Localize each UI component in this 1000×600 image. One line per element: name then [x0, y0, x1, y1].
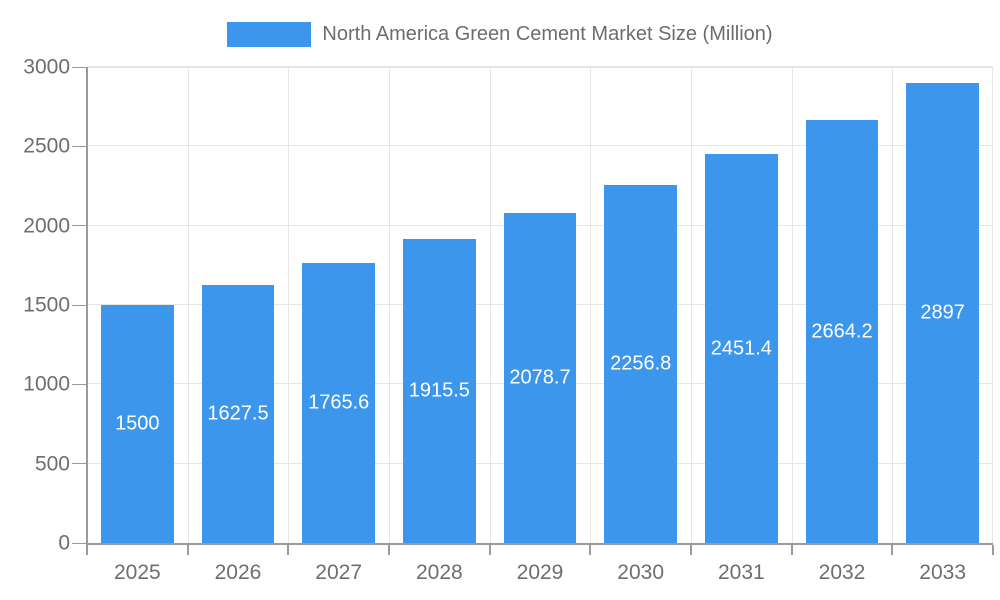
y-tick-label: 1500: [23, 293, 70, 317]
y-axis: 0 500 1000 1500 2000 2500 3000: [0, 57, 70, 554]
x-axis-tick: [689, 545, 692, 555]
legend-swatch-icon: [227, 21, 312, 47]
plot-right-border: [992, 67, 993, 543]
y-axis-tick: [72, 542, 86, 544]
x-axis-tick: [790, 545, 793, 555]
bar-value-label: 2078.7: [509, 366, 571, 389]
bar-2026[interactable]: 1627.5: [201, 284, 275, 543]
x-axis-tick: [589, 545, 592, 555]
gridline-vertical: [892, 67, 894, 543]
y-tick-label: 2000: [23, 214, 70, 238]
x-tick-label-2026: 2026: [214, 561, 262, 584]
x-tick-label-2025: 2025: [113, 561, 161, 584]
x-tick-label-2031: 2031: [717, 561, 765, 584]
bar-2028[interactable]: 1915.5: [403, 239, 476, 543]
x-axis-tick: [387, 545, 390, 555]
bar-value-label: 1915.5: [408, 379, 470, 402]
x-axis: 2025 2026 2027 2028 2029 2030 2031 2032 2033: [87, 560, 993, 588]
y-tick-label: 500: [34, 452, 70, 476]
x-tick-label-2029: 2029: [516, 561, 564, 584]
bar-value-label: 2897: [920, 301, 965, 324]
plot-area: 1500 1627.5 1765.6 1915.5 2078.7 2256.8 2451.4…: [72, 66, 994, 555]
y-axis-tick: [72, 225, 86, 227]
x-tick-label-2027: 2027: [315, 561, 363, 584]
y-axis-tick: [72, 463, 86, 465]
bar-value-label: 2664.2: [811, 320, 873, 343]
x-axis-tick: [287, 545, 290, 555]
x-axis-tick: [86, 545, 88, 555]
x-tick-label-2032: 2032: [818, 561, 866, 584]
bar-value-label: 2256.8: [610, 352, 672, 375]
y-axis-line: [86, 67, 88, 545]
bar-2029[interactable]: 2078.7: [503, 213, 577, 543]
bar-value-label: 2451.4: [710, 337, 772, 360]
legend[interactable]: North America Green Cement Market Size (…: [0, 21, 1000, 47]
x-tick-label-2028: 2028: [415, 561, 463, 584]
bar-value-label: 1627.5: [207, 402, 269, 425]
bar-2027[interactable]: 1765.6: [302, 262, 375, 543]
bar-value-label: 1500: [115, 412, 160, 435]
bar-2025[interactable]: 1500: [101, 305, 174, 543]
bar-2030[interactable]: 2256.8: [604, 184, 677, 543]
x-axis-tick: [488, 545, 491, 555]
gridline-horizontal: [87, 66, 993, 67]
bar-value-label: 1765.6: [308, 391, 370, 414]
gridline-vertical: [288, 67, 290, 543]
y-tick-label: 0: [58, 531, 70, 555]
y-tick-label: 1000: [23, 372, 70, 396]
gridline-vertical: [388, 67, 390, 543]
legend-label: North America Green Cement Market Size (…: [322, 22, 773, 45]
bar-2031[interactable]: 2451.4: [705, 154, 778, 543]
plot-top-border: [87, 67, 993, 68]
gridline-vertical: [791, 67, 793, 543]
y-tick-label: 3000: [23, 55, 70, 79]
gridline-vertical: [690, 67, 692, 543]
y-axis-tick: [72, 304, 86, 306]
y-axis-tick: [72, 66, 86, 68]
y-axis-tick: [72, 383, 86, 385]
gridline-vertical: [187, 67, 189, 543]
x-axis-tick: [186, 545, 189, 555]
x-axis-tick: [891, 545, 894, 555]
gridline-vertical: [489, 67, 491, 543]
x-axis-tick: [992, 545, 994, 555]
y-axis-tick: [72, 145, 86, 147]
x-tick-label-2033: 2033: [919, 561, 967, 584]
gridline-vertical: [590, 67, 592, 543]
bar-2032[interactable]: 2664.2: [805, 120, 879, 543]
x-axis-line: [86, 543, 993, 545]
x-tick-label-2030: 2030: [617, 561, 665, 584]
bar-2033[interactable]: 2897: [906, 83, 979, 543]
y-tick-label: 2500: [23, 134, 70, 158]
